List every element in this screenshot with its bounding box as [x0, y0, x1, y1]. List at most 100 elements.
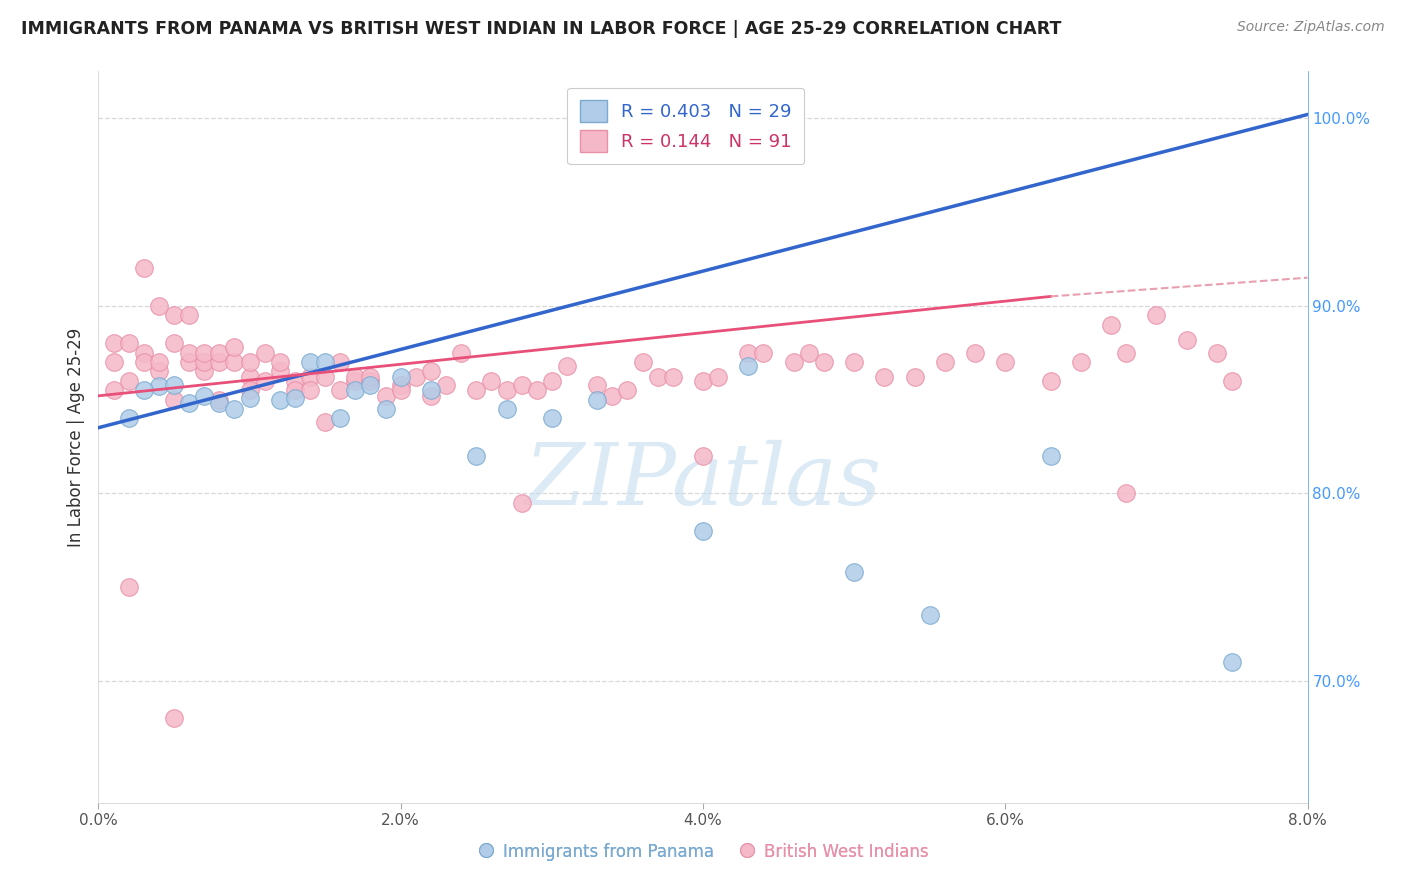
Point — [208, 396, 231, 410]
Point — [510, 377, 533, 392]
Point — [420, 364, 443, 378]
Point — [148, 355, 170, 369]
Point — [918, 608, 941, 623]
Point — [118, 580, 141, 594]
Point — [1115, 486, 1137, 500]
Point — [224, 355, 246, 369]
Point — [1115, 345, 1137, 359]
Text: IMMIGRANTS FROM PANAMA VS BRITISH WEST INDIAN IN LABOR FORCE | AGE 25-29 CORRELA: IMMIGRANTS FROM PANAMA VS BRITISH WEST I… — [21, 20, 1062, 37]
Point — [1039, 449, 1062, 463]
Point — [844, 355, 866, 369]
Point — [284, 391, 307, 405]
Point — [420, 389, 443, 403]
Point — [103, 355, 125, 369]
Legend: Immigrants from Panama, British West Indians: Immigrants from Panama, British West Ind… — [471, 837, 935, 868]
Point — [1099, 318, 1122, 332]
Point — [179, 396, 201, 410]
Point — [118, 411, 141, 425]
Point — [586, 392, 609, 407]
Point — [329, 355, 352, 369]
Point — [269, 355, 291, 369]
Point — [737, 345, 759, 359]
Point — [405, 370, 427, 384]
Point — [1039, 374, 1062, 388]
Point — [224, 401, 246, 416]
Point — [360, 374, 382, 388]
Point — [934, 355, 956, 369]
Point — [193, 389, 215, 403]
Point — [132, 261, 155, 276]
Point — [299, 355, 322, 369]
Point — [299, 370, 322, 384]
Point — [253, 345, 276, 359]
Point — [163, 711, 186, 725]
Point — [284, 383, 307, 397]
Point — [179, 355, 201, 369]
Point — [344, 370, 367, 384]
Point — [844, 565, 866, 579]
Point — [797, 345, 820, 359]
Point — [465, 449, 488, 463]
Point — [783, 355, 806, 369]
Point — [1220, 655, 1243, 669]
Point — [389, 370, 412, 384]
Point — [239, 370, 262, 384]
Point — [163, 336, 186, 351]
Point — [374, 401, 396, 416]
Point — [208, 392, 231, 407]
Point — [1070, 355, 1092, 369]
Point — [904, 370, 927, 384]
Point — [132, 383, 155, 397]
Point — [647, 370, 669, 384]
Point — [329, 383, 352, 397]
Point — [540, 374, 562, 388]
Point — [389, 377, 412, 392]
Point — [495, 401, 517, 416]
Point — [994, 355, 1017, 369]
Point — [148, 299, 170, 313]
Point — [465, 383, 488, 397]
Point — [495, 383, 517, 397]
Point — [148, 364, 170, 378]
Point — [602, 389, 624, 403]
Point — [692, 524, 714, 538]
Text: ZIPatlas: ZIPatlas — [524, 440, 882, 523]
Point — [163, 308, 186, 322]
Point — [224, 340, 246, 354]
Point — [1146, 308, 1168, 322]
Point — [253, 374, 276, 388]
Point — [314, 415, 336, 429]
Point — [555, 359, 578, 373]
Point — [269, 364, 291, 378]
Point — [389, 383, 412, 397]
Point — [692, 449, 714, 463]
Point — [344, 383, 367, 397]
Point — [132, 355, 155, 369]
Point — [193, 364, 215, 378]
Point — [193, 355, 215, 369]
Point — [692, 374, 714, 388]
Point — [360, 370, 382, 384]
Point — [540, 411, 562, 425]
Point — [616, 383, 638, 397]
Point — [118, 336, 141, 351]
Point — [1206, 345, 1229, 359]
Point — [752, 345, 775, 359]
Point — [1220, 374, 1243, 388]
Point — [374, 389, 396, 403]
Point — [208, 355, 231, 369]
Point — [239, 383, 262, 397]
Point — [132, 345, 155, 359]
Point — [239, 355, 262, 369]
Point — [179, 345, 201, 359]
Point — [631, 355, 654, 369]
Point — [586, 377, 609, 392]
Point — [360, 377, 382, 392]
Point — [118, 374, 141, 388]
Point — [239, 391, 262, 405]
Point — [103, 336, 125, 351]
Point — [481, 374, 503, 388]
Point — [148, 379, 170, 393]
Point — [526, 383, 548, 397]
Point — [510, 496, 533, 510]
